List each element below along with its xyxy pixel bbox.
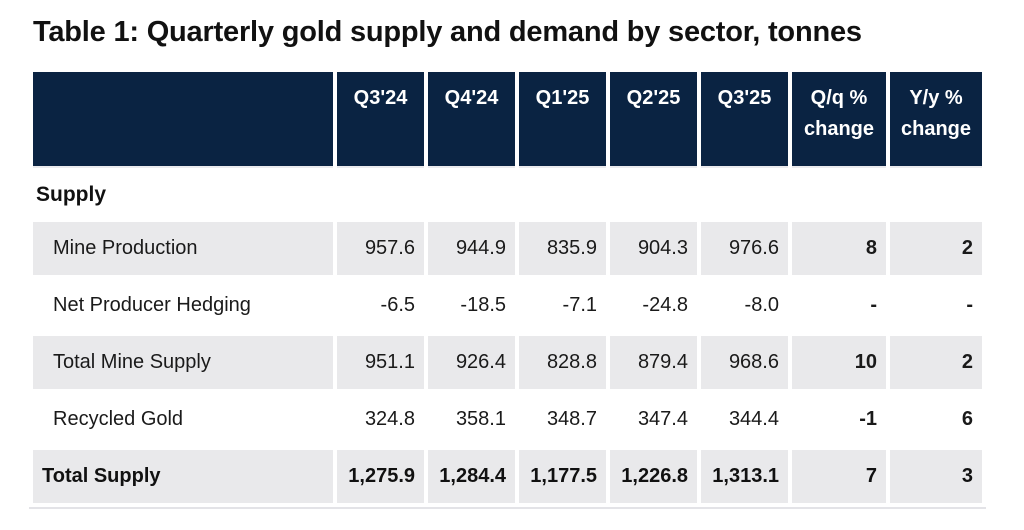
row-label: Mine Production — [33, 222, 333, 275]
cell-value: 344.4 — [701, 393, 788, 446]
cell-value: 879.4 — [610, 336, 697, 389]
row-label: Recycled Gold — [33, 393, 333, 446]
header-yy-change: Y/y % change — [890, 72, 982, 168]
cell-value: 1,275.9 — [337, 450, 424, 503]
cell-value: 835.9 — [519, 222, 606, 275]
cell-value: -6.5 — [337, 279, 424, 332]
header-row: Q3'24 Q4'24 Q1'25 Q2'25 Q3'25 Q/q % chan… — [33, 72, 982, 168]
table-title: Table 1: Quarterly gold supply and deman… — [33, 16, 862, 48]
row-label: Net Producer Hedging — [33, 279, 333, 332]
cell-value: 976.6 — [701, 222, 788, 275]
qq-change-value: 8 — [792, 222, 886, 275]
yy-change-value: 2 — [890, 222, 982, 275]
cell-value: -18.5 — [428, 279, 515, 332]
cell-value: 1,284.4 — [428, 450, 515, 503]
cell-value: 1,313.1 — [701, 450, 788, 503]
cell-value: 904.3 — [610, 222, 697, 275]
section-label: Supply — [33, 172, 982, 218]
cell-value: 926.4 — [428, 336, 515, 389]
document-page: Table 1: Quarterly gold supply and deman… — [29, 16, 986, 509]
section-row-supply: Supply — [33, 172, 982, 218]
header-q3-25: Q3'25 — [701, 72, 788, 168]
yy-change-value: 3 — [890, 450, 982, 503]
cell-value: 324.8 — [337, 393, 424, 446]
header-q4-24: Q4'24 — [428, 72, 515, 168]
cell-value: 348.7 — [519, 393, 606, 446]
row-label: Total Supply — [33, 450, 333, 503]
yy-change-value: - — [890, 279, 982, 332]
table-row-mine-production: Mine Production 957.6 944.9 835.9 904.3 … — [33, 222, 982, 275]
qq-change-value: 7 — [792, 450, 886, 503]
yy-change-value: 2 — [890, 336, 982, 389]
cell-value: 347.4 — [610, 393, 697, 446]
cell-value: 957.6 — [337, 222, 424, 275]
cell-value: 358.1 — [428, 393, 515, 446]
qq-change-value: -1 — [792, 393, 886, 446]
table-row-recycled-gold: Recycled Gold 324.8 358.1 348.7 347.4 34… — [33, 393, 982, 446]
yy-change-value: 6 — [890, 393, 982, 446]
qq-change-value: 10 — [792, 336, 886, 389]
table-row-total-mine-supply: Total Mine Supply 951.1 926.4 828.8 879.… — [33, 336, 982, 389]
cell-value: 1,177.5 — [519, 450, 606, 503]
header-q1-25: Q1'25 — [519, 72, 606, 168]
header-q3-24: Q3'24 — [337, 72, 424, 168]
header-qq-change: Q/q % change — [792, 72, 886, 168]
cell-value: 951.1 — [337, 336, 424, 389]
cell-value: -24.8 — [610, 279, 697, 332]
header-empty-cell — [33, 72, 333, 168]
cell-value: 944.9 — [428, 222, 515, 275]
row-label: Total Mine Supply — [33, 336, 333, 389]
qq-change-value: - — [792, 279, 886, 332]
cell-value: 828.8 — [519, 336, 606, 389]
gold-supply-demand-table: Q3'24 Q4'24 Q1'25 Q2'25 Q3'25 Q/q % chan… — [29, 68, 986, 509]
cell-value: 968.6 — [701, 336, 788, 389]
table-row-net-producer-hedging: Net Producer Hedging -6.5 -18.5 -7.1 -24… — [33, 279, 982, 332]
cell-value: -7.1 — [519, 279, 606, 332]
cell-value: -8.0 — [701, 279, 788, 332]
cell-value: 1,226.8 — [610, 450, 697, 503]
table-row-total-supply: Total Supply 1,275.9 1,284.4 1,177.5 1,2… — [33, 450, 982, 503]
header-q2-25: Q2'25 — [610, 72, 697, 168]
